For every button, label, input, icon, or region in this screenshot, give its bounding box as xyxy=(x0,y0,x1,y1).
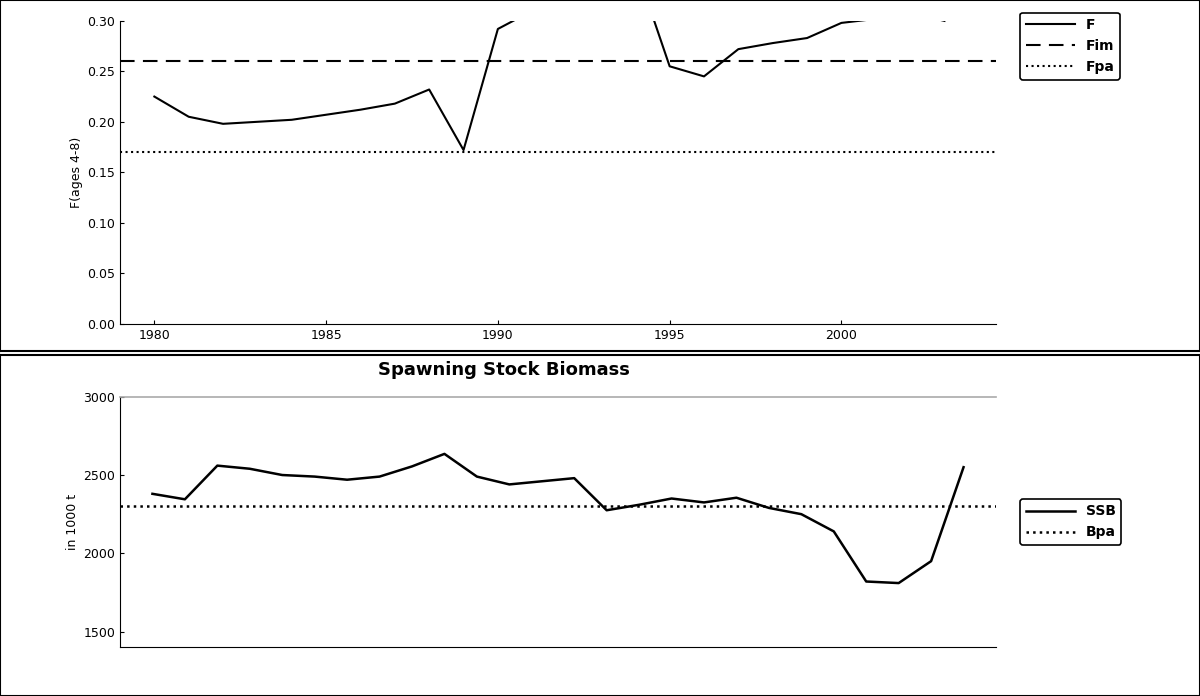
Y-axis label: in 1000 t: in 1000 t xyxy=(66,494,79,550)
Text: Spawning Stock Biomass: Spawning Stock Biomass xyxy=(378,361,630,379)
Legend: F, Fim, Fpa: F, Fim, Fpa xyxy=(1020,13,1120,79)
Y-axis label: F(ages 4-8): F(ages 4-8) xyxy=(70,136,83,208)
Legend: SSB, Bpa: SSB, Bpa xyxy=(1020,499,1121,545)
